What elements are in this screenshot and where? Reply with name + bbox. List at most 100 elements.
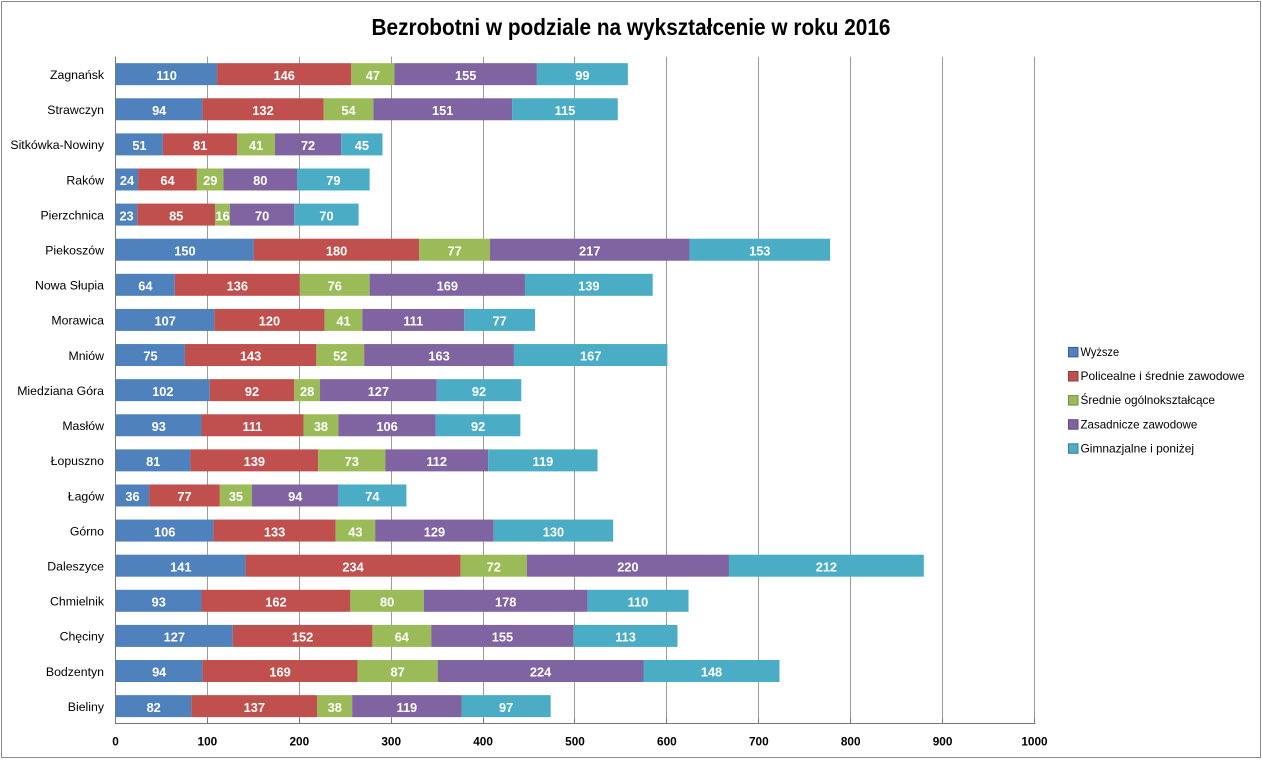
- svg-text:700: 700: [749, 734, 769, 748]
- svg-text:113: 113: [615, 630, 636, 645]
- svg-text:Chęciny: Chęciny: [60, 630, 105, 644]
- svg-text:Raków: Raków: [66, 173, 104, 187]
- svg-text:115: 115: [555, 103, 576, 118]
- svg-text:180: 180: [326, 243, 347, 258]
- svg-text:133: 133: [264, 524, 285, 539]
- svg-text:143: 143: [240, 349, 261, 364]
- svg-text:80: 80: [253, 173, 267, 188]
- svg-text:300: 300: [381, 734, 401, 748]
- svg-text:139: 139: [578, 279, 599, 294]
- svg-text:129: 129: [424, 524, 445, 539]
- svg-text:72: 72: [301, 138, 315, 153]
- svg-text:52: 52: [333, 349, 347, 364]
- svg-text:224: 224: [530, 665, 552, 680]
- svg-text:51: 51: [132, 138, 146, 153]
- svg-text:Górno: Górno: [70, 524, 104, 538]
- svg-text:152: 152: [292, 630, 313, 645]
- svg-text:77: 77: [448, 243, 462, 258]
- svg-text:153: 153: [749, 243, 770, 258]
- svg-text:Strawczyn: Strawczyn: [47, 103, 104, 117]
- svg-text:38: 38: [314, 419, 328, 434]
- svg-text:106: 106: [376, 419, 397, 434]
- svg-text:111: 111: [403, 314, 423, 329]
- svg-text:102: 102: [152, 384, 173, 399]
- svg-text:74: 74: [365, 489, 380, 504]
- svg-text:162: 162: [265, 595, 286, 610]
- svg-text:81: 81: [193, 138, 207, 153]
- svg-text:29: 29: [203, 173, 217, 188]
- svg-text:43: 43: [348, 524, 362, 539]
- svg-text:97: 97: [499, 700, 513, 715]
- svg-text:64: 64: [138, 279, 153, 294]
- svg-text:900: 900: [933, 734, 953, 748]
- svg-text:Daleszyce: Daleszyce: [47, 559, 104, 573]
- svg-text:28: 28: [300, 384, 314, 399]
- svg-text:100: 100: [198, 734, 218, 748]
- svg-text:93: 93: [152, 595, 166, 610]
- svg-text:132: 132: [252, 103, 273, 118]
- svg-text:Łopuszno: Łopuszno: [51, 454, 104, 468]
- svg-text:73: 73: [345, 454, 359, 469]
- svg-text:155: 155: [455, 68, 476, 83]
- svg-text:35: 35: [229, 489, 243, 504]
- svg-text:99: 99: [575, 68, 589, 83]
- svg-text:600: 600: [657, 734, 677, 748]
- svg-text:130: 130: [543, 524, 564, 539]
- svg-text:80: 80: [380, 595, 394, 610]
- svg-text:167: 167: [580, 349, 601, 364]
- svg-text:120: 120: [259, 314, 280, 329]
- svg-text:24: 24: [120, 173, 135, 188]
- svg-text:81: 81: [146, 454, 160, 469]
- svg-text:Masłów: Masłów: [62, 419, 104, 433]
- svg-text:0: 0: [112, 734, 119, 748]
- svg-text:Miedziana Góra: Miedziana Góra: [17, 384, 104, 398]
- svg-text:36: 36: [125, 489, 139, 504]
- svg-text:Policealne i średnie zawodowe: Policealne i średnie zawodowe: [1081, 370, 1245, 383]
- svg-text:94: 94: [288, 489, 303, 504]
- svg-text:23: 23: [119, 208, 133, 223]
- svg-text:1000: 1000: [1021, 734, 1048, 748]
- svg-text:87: 87: [391, 665, 405, 680]
- svg-text:148: 148: [701, 665, 722, 680]
- svg-text:Bieliny: Bieliny: [68, 700, 105, 714]
- svg-text:Pierzchnica: Pierzchnica: [40, 208, 104, 222]
- svg-text:127: 127: [368, 384, 389, 399]
- svg-text:127: 127: [164, 630, 185, 645]
- svg-text:Mniów: Mniów: [68, 349, 104, 363]
- svg-text:93: 93: [152, 419, 166, 434]
- svg-text:234: 234: [342, 559, 364, 574]
- svg-text:75: 75: [143, 349, 157, 364]
- svg-text:47: 47: [366, 68, 380, 83]
- svg-text:150: 150: [174, 243, 195, 258]
- svg-text:111: 111: [242, 419, 262, 434]
- svg-text:41: 41: [249, 138, 263, 153]
- svg-text:45: 45: [355, 138, 369, 153]
- svg-text:Łagów: Łagów: [68, 489, 104, 503]
- svg-text:136: 136: [227, 279, 248, 294]
- svg-text:Morawica: Morawica: [51, 314, 104, 328]
- svg-text:169: 169: [269, 665, 290, 680]
- svg-text:Zagnańsk: Zagnańsk: [50, 68, 105, 82]
- svg-text:139: 139: [244, 454, 265, 469]
- svg-text:178: 178: [495, 595, 516, 610]
- svg-text:92: 92: [245, 384, 259, 399]
- svg-text:70: 70: [319, 208, 333, 223]
- svg-text:146: 146: [274, 68, 295, 83]
- svg-text:119: 119: [533, 454, 554, 469]
- svg-text:77: 77: [177, 489, 191, 504]
- svg-text:94: 94: [152, 665, 167, 680]
- svg-text:85: 85: [169, 208, 183, 223]
- svg-text:Chmielnik: Chmielnik: [50, 595, 105, 609]
- svg-text:41: 41: [336, 314, 350, 329]
- svg-text:70: 70: [255, 208, 269, 223]
- svg-text:169: 169: [437, 279, 458, 294]
- svg-text:141: 141: [170, 559, 191, 574]
- svg-text:800: 800: [841, 734, 861, 748]
- svg-text:92: 92: [472, 384, 486, 399]
- svg-text:112: 112: [426, 454, 447, 469]
- svg-text:16: 16: [215, 208, 229, 223]
- svg-text:110: 110: [156, 68, 177, 83]
- svg-text:92: 92: [471, 419, 485, 434]
- svg-text:217: 217: [579, 243, 600, 258]
- svg-text:110: 110: [628, 595, 649, 610]
